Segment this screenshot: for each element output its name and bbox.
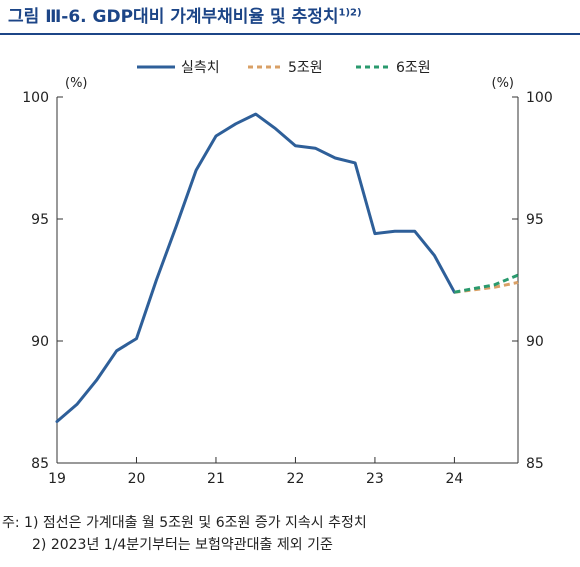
- series-line-3: [454, 273, 519, 294]
- y-tick-label-right: 100: [526, 90, 553, 106]
- series-line-1: [55, 112, 456, 423]
- chart-title-footnote-marker: 1)2): [338, 7, 362, 19]
- legend-label-2: 5조원: [288, 60, 323, 76]
- legend-label-3: 6조원: [396, 60, 431, 76]
- x-tick-label: 23: [366, 471, 384, 487]
- footnote-2: 2) 2023년 1/4분기부터는 보험약관대출 제외 기준: [32, 537, 333, 553]
- y-tick-label-left: 100: [22, 90, 49, 106]
- chart-title-text: 그림 Ⅲ-6. GDP대비 가계부채비율 및 추정치: [8, 7, 339, 27]
- legend-label-1: 실측치: [181, 60, 220, 76]
- footnote-1: 주: 1) 점선은 가계대출 월 5조원 및 6조원 증가 지속시 추정치: [2, 515, 367, 531]
- x-tick-label: 22: [287, 471, 305, 487]
- y-unit-left: (%): [65, 76, 88, 91]
- chart-title: 그림 Ⅲ-6. GDP대비 가계부채비율 및 추정치1)2): [8, 2, 362, 27]
- y-tick-label-right: 90: [526, 334, 544, 350]
- y-tick-label-left: 90: [31, 334, 49, 350]
- x-tick-label: 24: [445, 471, 463, 487]
- x-tick-label: 21: [207, 471, 225, 487]
- y-tick-label-right: 95: [526, 212, 544, 228]
- x-tick-label: 20: [128, 471, 146, 487]
- y-tick-label-right: 85: [526, 456, 544, 472]
- x-tick-label: 19: [48, 471, 66, 487]
- footnotes: 주: 1) 점선은 가계대출 월 5조원 및 6조원 증가 지속시 추정치 2)…: [2, 512, 367, 556]
- y-unit-right: (%): [492, 76, 515, 91]
- title-divider: [0, 33, 580, 35]
- y-tick-label-left: 85: [31, 456, 49, 472]
- y-tick-label-left: 95: [31, 212, 49, 228]
